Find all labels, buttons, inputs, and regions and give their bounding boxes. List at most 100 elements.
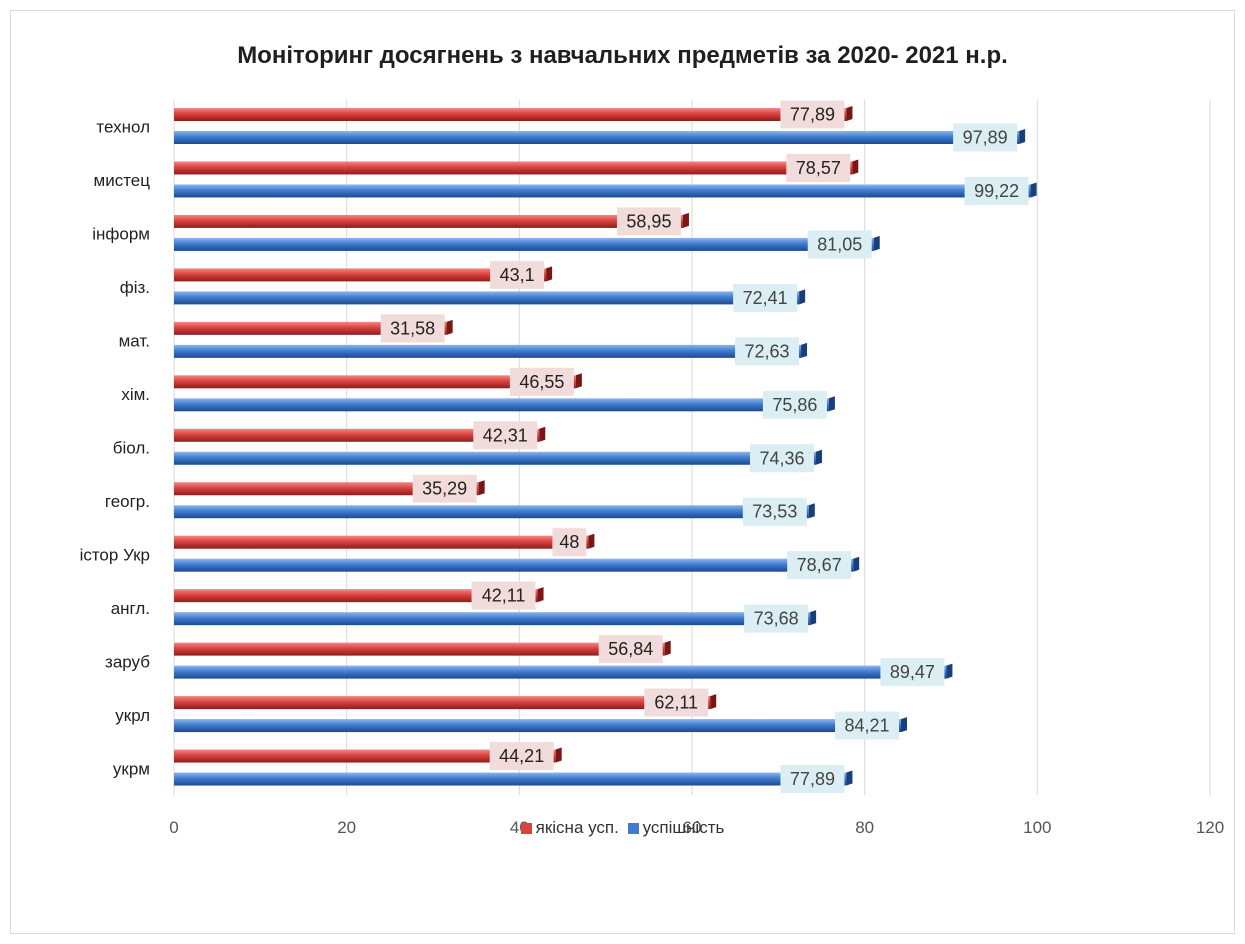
data-label-bg-series-2 — [749, 444, 814, 473]
bar-end-series-1 — [537, 587, 544, 603]
data-label-series-1: 35,29 — [422, 479, 467, 499]
category-label: геогр. — [105, 492, 150, 511]
data-label-bg-series-2 — [787, 551, 852, 580]
data-label-bg-series-1 — [786, 153, 851, 182]
data-label-series-1: 31,58 — [390, 318, 435, 338]
data-label-bg-series-1 — [509, 367, 574, 396]
bar-series-2 — [174, 719, 902, 733]
bar-series-2 — [174, 451, 816, 465]
data-label-series-1: 58,95 — [626, 211, 671, 231]
x-tick-label: 60 — [683, 818, 702, 837]
bar-end-series-1 — [575, 373, 582, 389]
data-label-bg-series-2 — [807, 230, 872, 259]
x-tick-label: 120 — [1196, 818, 1224, 837]
legend-swatch-red — [520, 822, 532, 834]
category-label: заруб — [105, 652, 150, 671]
data-label-series-1: 78,57 — [796, 158, 841, 178]
data-label-bg-series-1 — [490, 260, 545, 289]
data-label-series-1: 48 — [559, 532, 579, 552]
legend: якісна усп. успішність — [0, 818, 1245, 839]
data-label-bg-series-1 — [780, 100, 845, 129]
data-label-bg-series-1 — [471, 581, 536, 610]
bar-series-1 — [174, 108, 847, 121]
bar-end-series-1 — [664, 640, 671, 656]
bar-series-1 — [174, 589, 538, 603]
category-label: істор Укр — [80, 545, 150, 564]
bar-series-1 — [174, 375, 576, 389]
bar-series-2 — [174, 344, 802, 358]
data-label-bg-series-2 — [953, 123, 1018, 152]
data-label-series-2: 72,63 — [745, 341, 790, 361]
bar-end-series-2 — [815, 449, 822, 465]
data-label-series-2: 89,47 — [890, 662, 935, 682]
bar-series-2 — [174, 772, 847, 786]
bar-end-series-2 — [853, 556, 860, 572]
data-label-bg-series-2 — [762, 390, 827, 419]
bar-end-series-1 — [710, 694, 717, 710]
bar-series-2 — [174, 558, 854, 572]
category-label: англ. — [111, 599, 150, 618]
data-label-series-2: 99,22 — [974, 181, 1019, 201]
category-label: укрм — [113, 759, 150, 778]
bar-series-1 — [174, 268, 547, 282]
bar-series-1 — [174, 749, 556, 763]
category-label: біол. — [113, 439, 150, 458]
data-label-bg-series-1 — [489, 742, 554, 771]
data-label-bg-series-2 — [964, 176, 1029, 205]
data-label-series-1: 56,84 — [608, 639, 653, 659]
chart-title: Моніторинг досягнень з навчальних предме… — [237, 42, 1008, 69]
bar-end-series-2 — [1019, 129, 1026, 144]
bar-end-series-1 — [555, 747, 562, 763]
bar-end-series-2 — [873, 235, 880, 251]
data-label-bg-series-1 — [552, 528, 587, 557]
legend-label-series-1: якісна усп. — [535, 818, 619, 837]
bar-series-1 — [174, 428, 540, 442]
category-label: технол — [96, 118, 150, 137]
data-label-bg-series-2 — [744, 604, 809, 633]
bar-end-series-2 — [799, 289, 806, 305]
data-label-bg-series-1 — [616, 207, 681, 236]
bar-end-series-2 — [801, 342, 808, 358]
legend-swatch-blue — [627, 822, 639, 834]
data-label-series-1: 42,11 — [482, 586, 526, 606]
data-label-series-1: 62,11 — [654, 693, 698, 713]
bar-end-series-1 — [546, 266, 553, 282]
x-tick-label: 20 — [337, 818, 356, 837]
data-label-bg-series-2 — [835, 711, 900, 740]
x-tick-label: 0 — [169, 818, 178, 837]
bar-series-2 — [174, 398, 829, 412]
category-label: фіз. — [120, 278, 150, 297]
data-label-series-2: 73,53 — [752, 502, 797, 522]
bar-end-series-1 — [682, 212, 689, 228]
data-label-series-2: 72,41 — [743, 288, 788, 308]
bar-end-series-2 — [901, 717, 908, 733]
bar-series-2 — [174, 184, 1031, 198]
data-label-series-1: 77,89 — [790, 105, 835, 125]
data-label-series-2: 75,86 — [772, 395, 817, 415]
data-label-bg-series-2 — [880, 658, 945, 687]
bar-end-series-2 — [828, 396, 835, 412]
bar-series-2 — [174, 131, 1020, 144]
bar-series-2 — [174, 505, 809, 519]
legend-item-series-2: успішність — [627, 818, 724, 838]
data-label-series-1: 46,55 — [519, 372, 564, 392]
bar-end-series-1 — [539, 426, 546, 442]
data-label-series-1: 42,31 — [483, 425, 528, 445]
bar-series-2 — [174, 612, 811, 626]
data-label-bg-series-2 — [742, 497, 807, 526]
data-label-series-2: 78,67 — [797, 555, 842, 575]
bar-series-1 — [174, 696, 711, 710]
bar-end-series-2 — [1030, 182, 1037, 198]
data-label-bg-series-2 — [733, 283, 798, 312]
data-label-series-2: 81,05 — [817, 234, 862, 254]
bar-end-series-1 — [852, 159, 859, 175]
data-label-bg-series-1 — [644, 688, 709, 717]
data-label-bg-series-1 — [473, 421, 538, 450]
bar-series-2 — [174, 237, 874, 251]
legend-item-series-1: якісна усп. — [520, 818, 619, 838]
data-label-bg-series-2 — [780, 765, 845, 794]
category-label: укрл — [115, 706, 150, 725]
bar-end-series-2 — [846, 770, 853, 786]
data-label-bg-series-2 — [735, 337, 800, 366]
